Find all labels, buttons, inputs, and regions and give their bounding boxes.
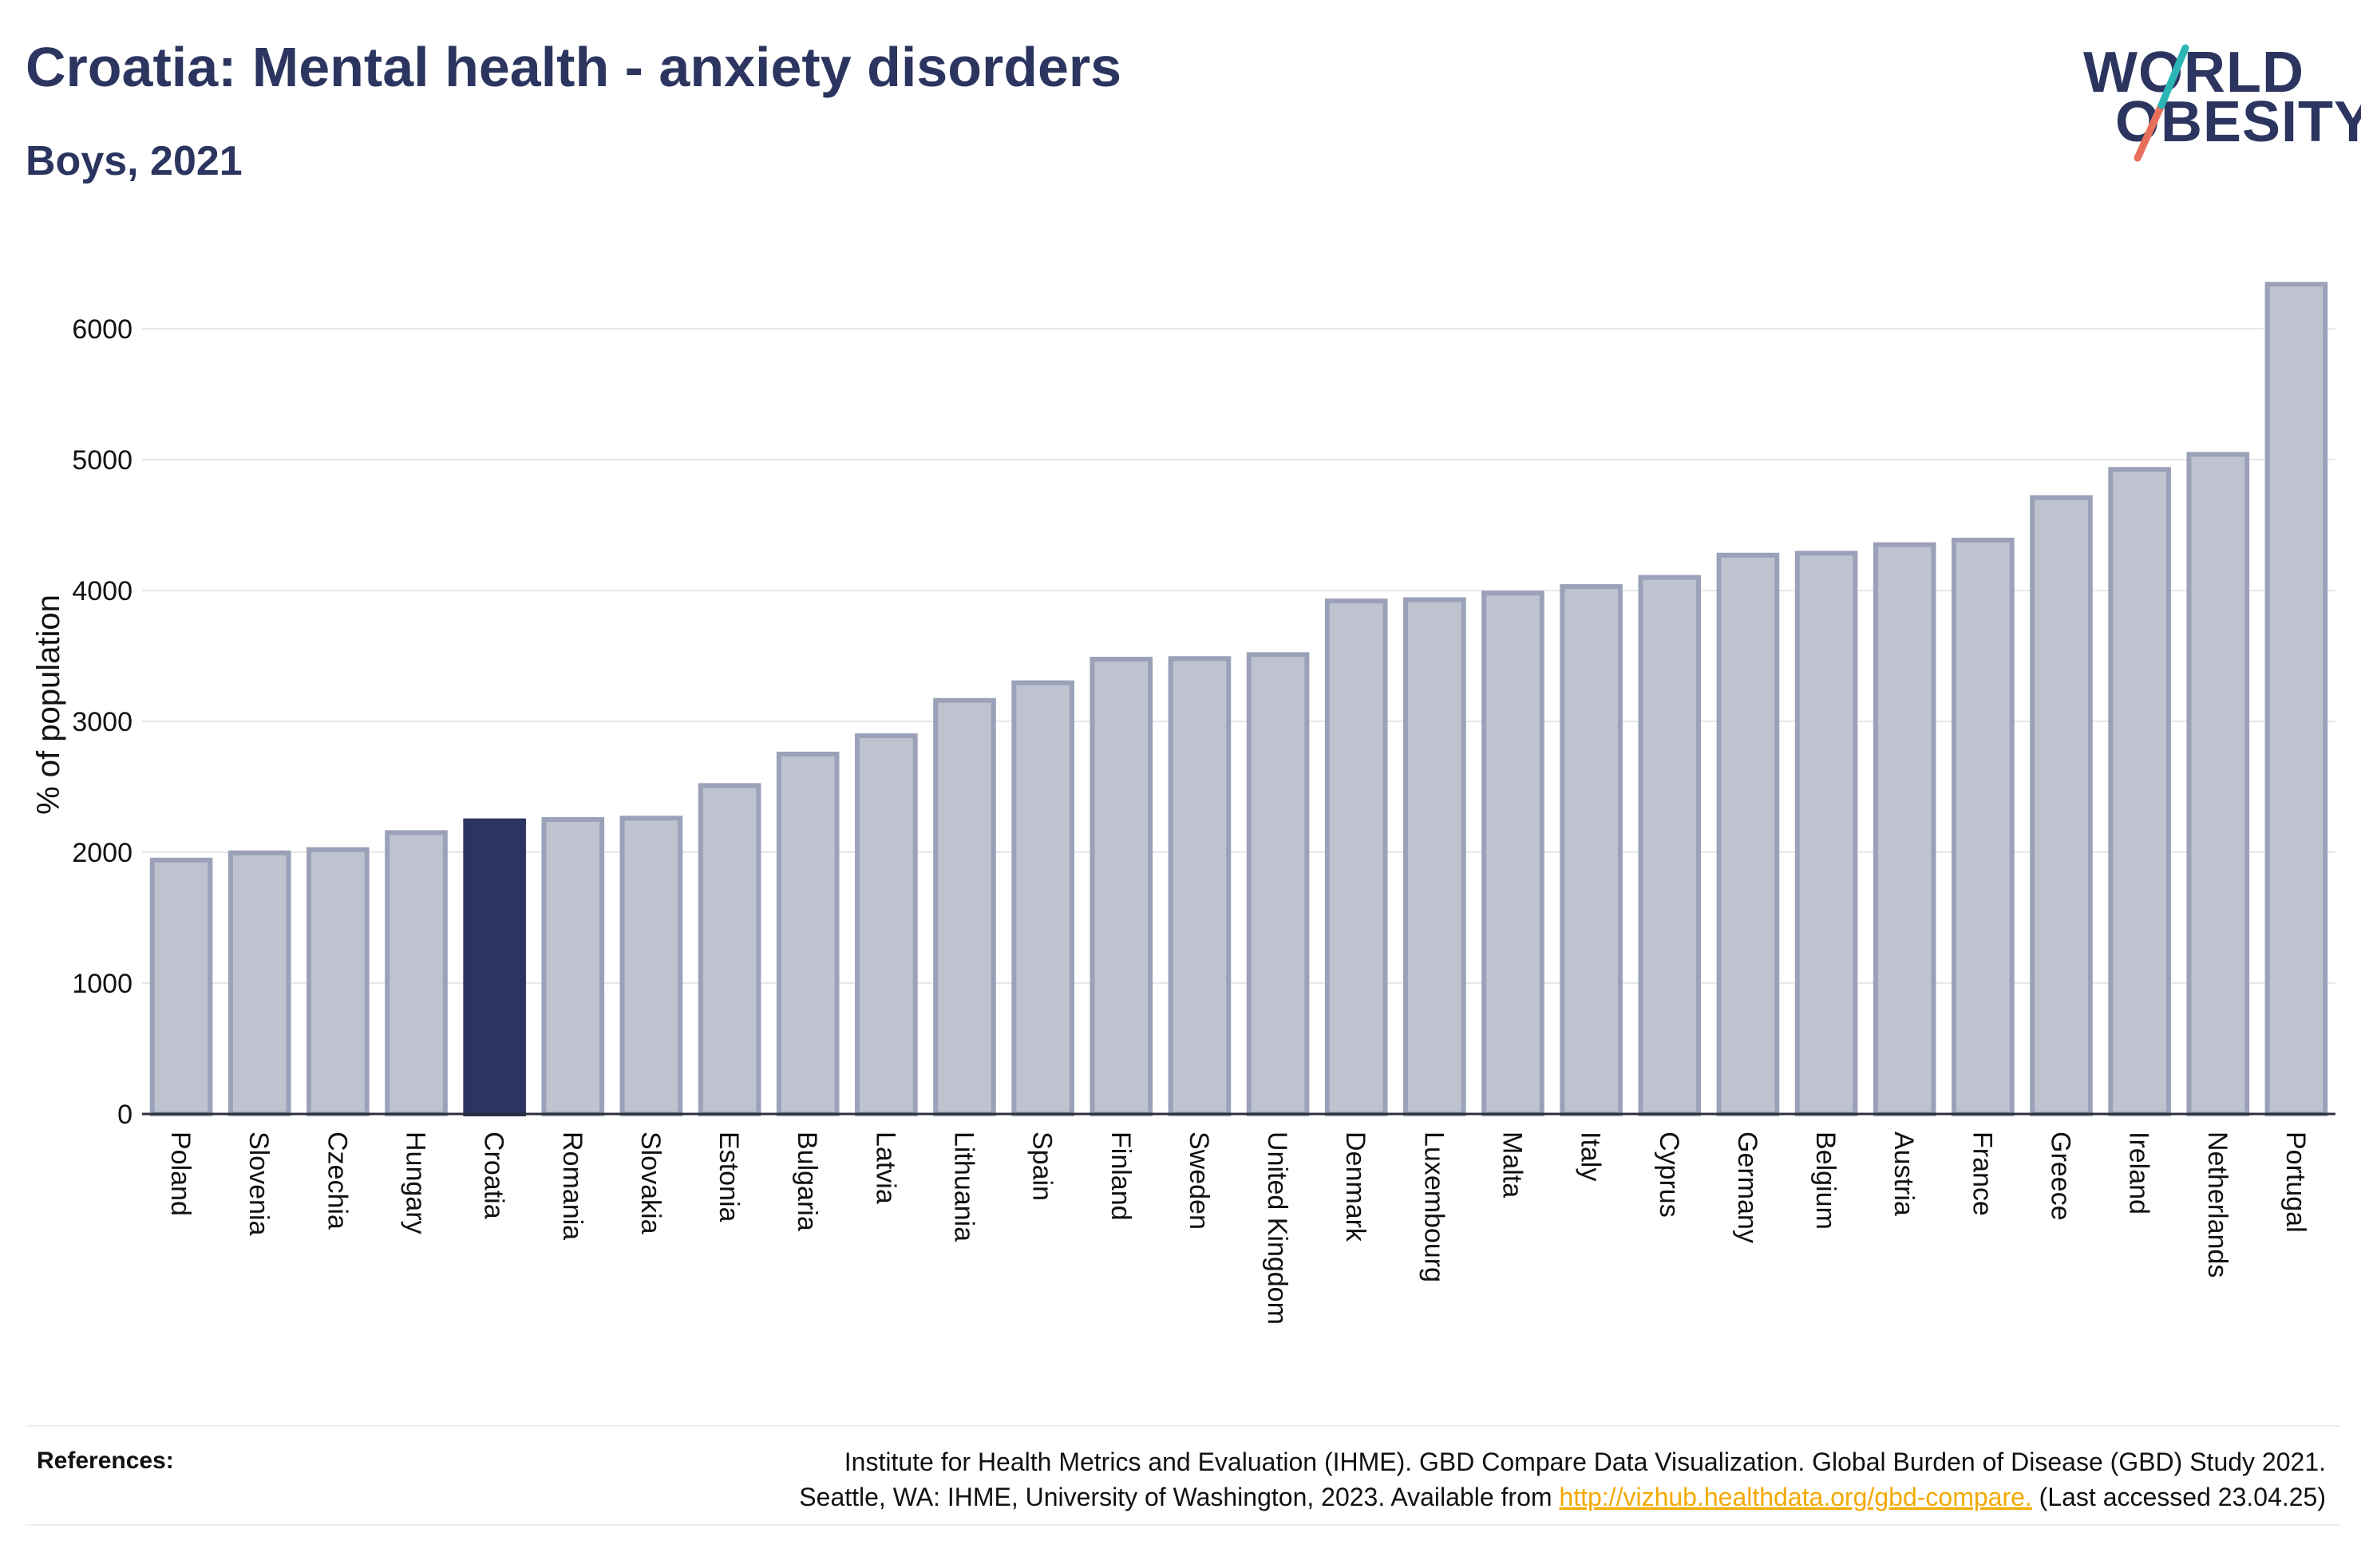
y-tick-label: 5000 xyxy=(72,445,132,476)
references-top-rule xyxy=(26,1425,2340,1427)
bar xyxy=(1638,575,1702,1117)
bar xyxy=(1011,680,1074,1116)
x-category-label: Portugal xyxy=(2280,1132,2311,1233)
x-category-label: Luxembourg xyxy=(1418,1132,1449,1282)
bar-chart: 0 1000 2000 3000 4000 5000 6000 % of population… xyxy=(31,282,2335,1325)
x-category-label: France xyxy=(1967,1132,1997,1216)
x-category-label: Czechia xyxy=(322,1132,352,1230)
x-category-label: Belgium xyxy=(1810,1132,1841,1230)
references-label: References: xyxy=(37,1448,174,1474)
logo-line-world: WORLD xyxy=(2083,41,2304,105)
x-category-label: Hungary xyxy=(401,1132,431,1234)
bar xyxy=(2108,467,2171,1116)
bar xyxy=(1403,597,1466,1117)
x-category-label: Cyprus xyxy=(1654,1132,1684,1218)
bar xyxy=(1246,652,1310,1116)
bar xyxy=(776,752,840,1116)
x-category-label: Greece xyxy=(2046,1132,2076,1221)
x-category-label: Denmark xyxy=(1340,1132,1370,1242)
references-link[interactable]: http://vizhub.healthdata.org/gbd-compare… xyxy=(1559,1483,2032,1512)
x-category-label: Bulgaria xyxy=(792,1132,822,1231)
bar-highlighted xyxy=(463,818,526,1116)
references-line-2: Seattle, WA: IHME, University of Washing… xyxy=(490,1479,2326,1515)
x-category-label: United Kingdom xyxy=(1262,1132,1292,1325)
bar xyxy=(227,850,291,1116)
x-category-label: Lithuania xyxy=(949,1132,979,1242)
bar xyxy=(1090,657,1153,1116)
world-obesity-logo: WORLD OBESITY xyxy=(2083,40,2361,168)
y-tick-label: 2000 xyxy=(72,838,132,868)
bar xyxy=(385,830,448,1117)
references-text: Institute for Health Metrics and Evaluat… xyxy=(490,1444,2326,1515)
y-tick-label: 1000 xyxy=(72,969,132,999)
x-category-label: Romania xyxy=(557,1132,587,1240)
bar xyxy=(855,733,918,1116)
y-tick-label: 4000 xyxy=(72,576,132,606)
x-category-label: Latvia xyxy=(870,1132,900,1204)
bar xyxy=(1324,598,1388,1116)
bar xyxy=(2264,282,2328,1117)
bar xyxy=(1716,552,1780,1117)
x-category-label: Germany xyxy=(1732,1132,1762,1243)
x-category-label: Italy xyxy=(1576,1132,1606,1181)
bar xyxy=(541,817,605,1116)
bar xyxy=(1481,590,1544,1116)
x-category-label: Slovakia xyxy=(635,1132,666,1234)
references-line-2-prefix: Seattle, WA: IHME, University of Washing… xyxy=(799,1483,1560,1512)
y-axis-title: % of population xyxy=(31,594,66,815)
references-line-1: Institute for Health Metrics and Evaluat… xyxy=(844,1448,2326,1476)
references-bottom-rule xyxy=(26,1524,2340,1526)
x-category-label: Austria xyxy=(1888,1132,1919,1216)
bar xyxy=(1560,584,1623,1116)
x-category-label: Netherlands xyxy=(2202,1132,2232,1278)
bar xyxy=(933,697,996,1116)
y-tick-label: 0 xyxy=(117,1100,132,1130)
x-category-label: Spain xyxy=(1027,1132,1058,1201)
bar xyxy=(1794,551,1858,1116)
x-category-label: Estonia xyxy=(714,1132,744,1222)
x-category-label: Croatia xyxy=(479,1132,509,1219)
chart-subtitle: Boys, 2021 xyxy=(26,138,243,184)
y-tick-label: 6000 xyxy=(72,314,132,345)
chart-title: Croatia: Mental health - anxiety disorde… xyxy=(26,36,1122,98)
bar xyxy=(2186,452,2250,1116)
x-category-label: Sweden xyxy=(1184,1132,1214,1230)
bar xyxy=(619,816,683,1116)
x-category-label: Ireland xyxy=(2124,1132,2154,1215)
bar xyxy=(1168,656,1232,1116)
x-category-label: Poland xyxy=(165,1132,196,1216)
logo-slash-icon xyxy=(2134,44,2189,162)
x-category-label: Finland xyxy=(1105,1132,1136,1221)
y-tick-label: 3000 xyxy=(72,707,132,737)
bar xyxy=(1952,537,2015,1116)
bar xyxy=(698,783,761,1116)
bar xyxy=(1873,542,1936,1117)
x-category-label: Slovenia xyxy=(243,1132,274,1236)
bar xyxy=(149,857,213,1117)
bar xyxy=(2030,495,2093,1116)
bar xyxy=(306,847,370,1116)
x-category-label: Malta xyxy=(1497,1132,1528,1198)
references-line-2-suffix: (Last accessed 23.04.25) xyxy=(2031,1483,2326,1512)
